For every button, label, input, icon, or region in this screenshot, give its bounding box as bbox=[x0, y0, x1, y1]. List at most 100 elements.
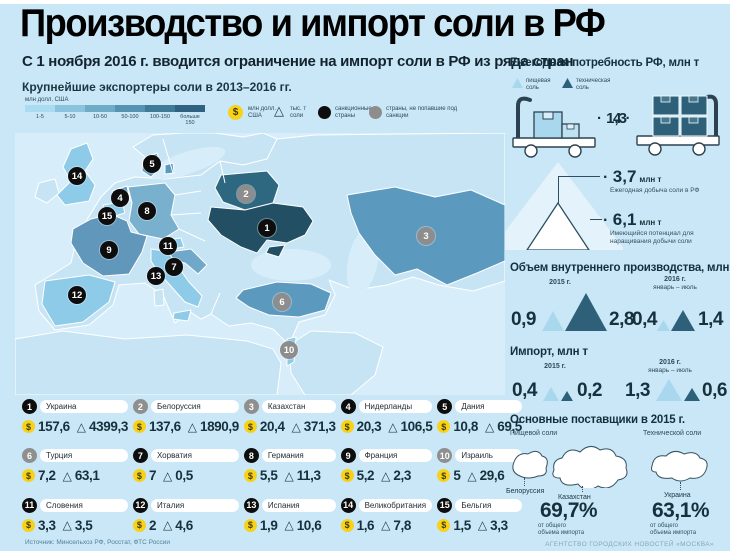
salt-mining-triangle-illustration bbox=[505, 162, 623, 250]
tons-value: 371,3 bbox=[303, 419, 336, 434]
scale-tick: 50-100 bbox=[121, 114, 139, 120]
tons-value: 4,6 bbox=[175, 517, 193, 533]
usd-icon bbox=[22, 518, 35, 532]
europe-choropleth-map: 1 2 3 4 5 6 7 8 9 10 11 12 13 14 15 bbox=[14, 132, 506, 396]
tech-share-note: от общего объема импорта bbox=[650, 523, 696, 537]
food-triangle bbox=[542, 311, 564, 331]
scale-tick: больше 150 bbox=[180, 114, 200, 126]
usd-icon bbox=[340, 469, 354, 483]
production-2015-food: 0,9 bbox=[511, 309, 536, 330]
unsanctioned-legend-label: страны, не попавшие под санкции bbox=[386, 106, 458, 119]
suppliers-section-title: Основные поставщики в 2015 г. bbox=[510, 414, 685, 426]
potential-leader-line bbox=[590, 219, 602, 220]
usd-icon bbox=[243, 469, 257, 483]
exporter-name: Нидерланды bbox=[358, 400, 433, 413]
exporter-name: Бельгия bbox=[455, 498, 522, 512]
tons-value: 11,3 bbox=[296, 468, 321, 484]
import-2015-food: 0,4 bbox=[512, 380, 537, 401]
rank-badge: 10 bbox=[437, 448, 453, 464]
map-marker-15: 15 bbox=[98, 207, 116, 225]
usd-legend-label: млн долл. США bbox=[248, 106, 276, 119]
belarus-kazakhstan-map-shapes bbox=[512, 446, 628, 488]
import-section-title: Импорт, млн т bbox=[510, 346, 588, 358]
usd-icon bbox=[340, 518, 354, 532]
rank-badge: 2 bbox=[132, 399, 148, 414]
exporter-name: Испания bbox=[261, 498, 336, 512]
supplier-country-kazakhstan: Казахстан bbox=[558, 494, 591, 501]
usd-value: 1,6 bbox=[356, 517, 375, 533]
tons-triangle-icon bbox=[292, 420, 301, 434]
tons-value: 4399,3 bbox=[89, 419, 128, 434]
scale-tick: 5-10 bbox=[64, 114, 76, 120]
food-salt-cart-illustration bbox=[512, 96, 596, 158]
map-marker-4: 4 bbox=[111, 189, 129, 207]
scale-swatch bbox=[85, 105, 115, 112]
map-marker-13: 13 bbox=[147, 267, 165, 285]
usd-value: 7,2 bbox=[38, 468, 56, 484]
tons-triangle-icon bbox=[163, 469, 172, 483]
map-marker-9: 9 bbox=[100, 241, 118, 259]
tons-triangle-icon bbox=[163, 518, 172, 532]
exporter-name: Турция bbox=[40, 449, 128, 463]
tech-salt-triangle-icon bbox=[562, 78, 573, 88]
annual-unit: млн т bbox=[639, 175, 662, 184]
usd-icon bbox=[243, 518, 257, 532]
tech-salt-cart-illustration bbox=[636, 94, 720, 156]
tons-triangle-icon bbox=[381, 518, 390, 532]
tons-triangle-icon bbox=[63, 469, 72, 483]
tons-triangle-icon bbox=[478, 518, 487, 532]
tech-triangle bbox=[561, 391, 573, 401]
map-marker-14: 14 bbox=[68, 167, 86, 185]
note-line: объема импорта bbox=[650, 530, 697, 536]
import-2015-tech: 0,2 bbox=[577, 380, 602, 401]
rank-badge: 9 bbox=[340, 448, 356, 464]
tons-triangle-icon bbox=[284, 518, 293, 532]
map-section-title: Крупнейшие экспортеры соли в 2013–2016 г… bbox=[22, 80, 292, 94]
usd-icon bbox=[22, 420, 35, 433]
exporter-name: Великобритания bbox=[358, 498, 433, 512]
food-triangle bbox=[656, 379, 682, 401]
scale-swatch bbox=[145, 105, 175, 112]
food-share-value: 69,7% bbox=[540, 499, 598, 522]
tons-triangle-icon bbox=[77, 420, 86, 434]
unsanctioned-dot-icon bbox=[369, 106, 382, 119]
usd-icon bbox=[437, 420, 451, 433]
leader-line bbox=[582, 486, 583, 492]
usd-value: 20,3 bbox=[356, 419, 382, 434]
period-subtitle: январь – июль bbox=[648, 367, 692, 374]
usd-value: 5 bbox=[453, 468, 461, 484]
scale-swatch bbox=[175, 105, 205, 112]
tons-triangle-icon bbox=[388, 420, 397, 434]
tons-triangle-icon bbox=[381, 469, 390, 483]
sanctioned-legend-label: санкционные страны bbox=[335, 106, 372, 119]
tech-need-value: 4 bbox=[613, 110, 631, 127]
usd-icon bbox=[437, 518, 451, 532]
period-year: 2016 г. bbox=[659, 359, 681, 366]
note-line: от общего bbox=[538, 523, 566, 529]
exporter-name: Украина bbox=[40, 400, 128, 413]
usd-value: 5,5 bbox=[259, 468, 278, 484]
tech-triangle bbox=[684, 388, 700, 401]
tons-value: 63,1 bbox=[74, 468, 100, 484]
food-share-note: от общего объема импорта bbox=[538, 523, 584, 537]
usd-value: 7 bbox=[148, 468, 157, 484]
scale-tick: 10-50 bbox=[92, 114, 108, 120]
map-marker-1: 1 bbox=[258, 219, 276, 237]
scale-tick: 100-150 bbox=[149, 114, 171, 120]
usd-value: 2 bbox=[148, 517, 157, 533]
tons-triangle-icon bbox=[284, 469, 293, 483]
source-note: Источник: Минсельхоз РФ, Росстат, ФТС Ро… bbox=[25, 539, 171, 546]
production-2015-tech: 2,8 bbox=[609, 309, 634, 330]
tech-triangle bbox=[671, 310, 695, 331]
import-2016-tech: 0,6 bbox=[702, 380, 727, 401]
map-marker-10: 10 bbox=[280, 341, 298, 359]
annual-leader-line bbox=[558, 176, 559, 203]
tons-value: 10,6 bbox=[296, 517, 322, 533]
